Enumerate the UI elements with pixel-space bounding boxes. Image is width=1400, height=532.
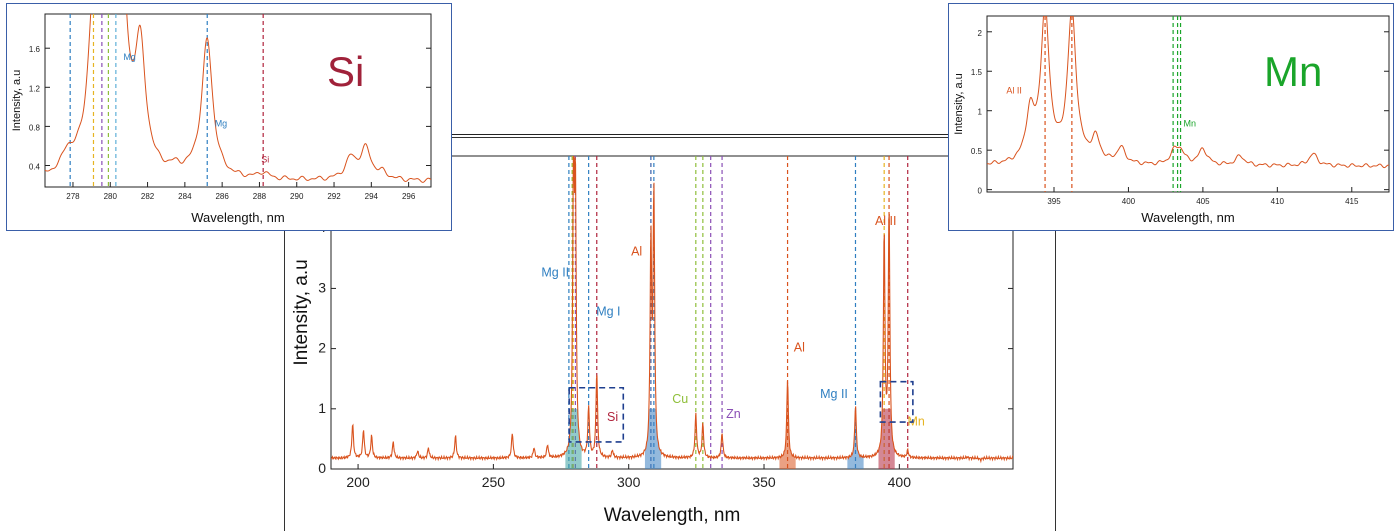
- mn-title: Mn: [1264, 48, 1322, 95]
- main-annotation-8: Al II: [875, 214, 897, 228]
- mn-ytick-label-3: 1.5: [971, 68, 983, 77]
- si-inset-chart: 278 280 282 284 286 288 290 292 294 296 0.4 0.8 1.2 1…: [11, 13, 432, 225]
- main-annotation-3: Si: [607, 410, 618, 424]
- mn-ytick-label-2: 1: [978, 108, 983, 117]
- main-annotation-9: Mn: [907, 415, 924, 429]
- si-xtick-label-6: 290: [290, 192, 304, 201]
- si-xtick-label-7: 292: [327, 192, 341, 201]
- mn-xtick-label-0: 395: [1047, 197, 1061, 206]
- si-title: Si: [327, 48, 364, 95]
- main-zoom-box-1: [879, 380, 914, 423]
- mn-ytick-label-4: 2: [978, 29, 983, 38]
- mn-ytick-label-0: 0: [978, 187, 983, 196]
- si-annotation-2: Si: [261, 155, 269, 165]
- si-ytick-label-1: 0.8: [29, 123, 41, 132]
- main-x-axis-label: Wavelength, nm: [604, 505, 741, 526]
- main-plot-frame: [330, 155, 1014, 470]
- main-annotation-7: Mg II: [820, 387, 848, 401]
- mn-annotation-1: Mn: [1184, 118, 1197, 128]
- si-xtick-label-1: 280: [104, 192, 118, 201]
- main-xtick-label-1: 250: [482, 474, 506, 490]
- main-ytick-label-0: 0: [318, 460, 326, 476]
- mn-ytick-label-1: 0.5: [971, 147, 983, 156]
- main-spectrum-chart: 20025030035040001234Wavelength, nmIntens…: [291, 155, 1014, 526]
- main-xtick-label-4: 400: [888, 474, 912, 490]
- si-xtick-label-3: 284: [178, 192, 192, 201]
- main-xtick-label-3: 350: [752, 474, 776, 490]
- main-xtick-label-2: 300: [617, 474, 641, 490]
- main-annotation-1: Mg I: [596, 305, 620, 319]
- mn-plot-frame: [986, 15, 1390, 193]
- main-annotation-4: Cu: [672, 392, 688, 406]
- mn-xtick-label-3: 410: [1271, 197, 1285, 206]
- main-y-axis-label: Intensity, a.u: [291, 259, 312, 365]
- main-peak-fill-4: [878, 408, 895, 469]
- main-spectrum-line: [331, 156, 1013, 464]
- si-xtick-label-4: 286: [215, 192, 229, 201]
- si-xtick-label-5: 288: [253, 192, 267, 201]
- si-plot-frame: [44, 13, 432, 188]
- si-xtick-label-0: 278: [66, 192, 80, 201]
- connector-line-top: [452, 134, 948, 135]
- main-zoom-box-0: [568, 386, 625, 443]
- mn-xtick-label-1: 400: [1122, 197, 1136, 206]
- mn-inset-chart: 395 400 405 410 415 0 0.5 1 1.5 2 Wavelength, nm In…: [953, 15, 1390, 225]
- mn-xtick-label-2: 405: [1196, 197, 1210, 206]
- main-peak-fill-0: [565, 408, 582, 469]
- si-ytick-label-3: 1.6: [29, 45, 41, 54]
- si-y-axis-label: Intensity, a.u: [11, 70, 23, 132]
- si-annotation-1: Mg: [215, 118, 228, 128]
- mn-xtick-label-4: 415: [1345, 197, 1359, 206]
- si-spectrum-line: [45, 14, 431, 183]
- si-annotation-0: Mg: [123, 52, 136, 62]
- mn-spectrum-line: [987, 16, 1389, 169]
- main-peak-fill-1: [644, 408, 662, 469]
- main-peak-fill-3: [847, 408, 864, 469]
- main-ytick-label-2: 2: [318, 340, 326, 356]
- si-ytick-label-0: 0.4: [29, 162, 41, 171]
- si-xtick-label-8: 294: [365, 192, 379, 201]
- main-peak-fill-2: [779, 408, 796, 469]
- mn-annotation-0: Al II: [1006, 85, 1022, 95]
- mn-inset-panel: 395 400 405 410 415 0 0.5 1 1.5 2 Wavelength, nm In…: [948, 3, 1394, 231]
- main-annotation-6: Al: [794, 341, 805, 355]
- si-inset-panel: 278 280 282 284 286 288 290 292 294 296 0.4 0.8 1.2 1…: [6, 3, 452, 231]
- mn-x-axis-label: Wavelength, nm: [1141, 210, 1234, 225]
- mn-y-axis-label: Intensity, a.u: [953, 73, 965, 135]
- si-xtick-label-9: 296: [402, 192, 416, 201]
- main-ytick-label-3: 3: [318, 279, 326, 295]
- main-annotation-2: Al: [631, 244, 642, 258]
- main-annotation-0: Mg II: [541, 265, 569, 279]
- main-ytick-label-1: 1: [318, 400, 326, 416]
- si-ytick-label-2: 1.2: [29, 84, 41, 93]
- si-x-axis-label: Wavelength, nm: [191, 210, 284, 225]
- main-annotation-5: Zn: [726, 407, 741, 421]
- main-xtick-label-0: 200: [346, 474, 370, 490]
- si-xtick-label-2: 282: [141, 192, 155, 201]
